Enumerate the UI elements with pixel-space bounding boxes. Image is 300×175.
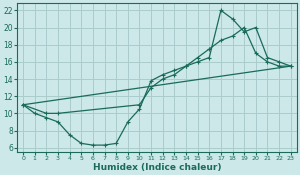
X-axis label: Humidex (Indice chaleur): Humidex (Indice chaleur) [93, 163, 221, 172]
